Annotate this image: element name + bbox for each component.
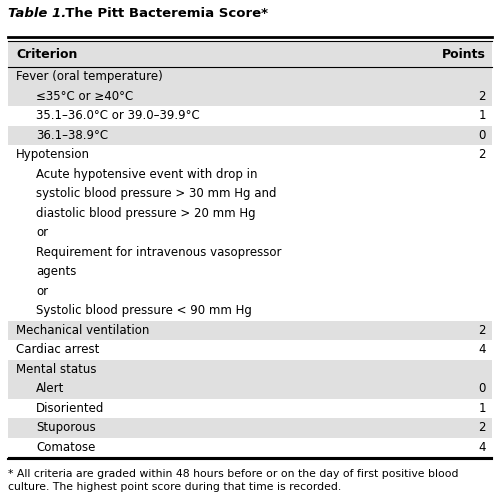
Text: 4: 4 bbox=[478, 441, 486, 454]
Text: 36.1–38.9°C: 36.1–38.9°C bbox=[36, 129, 108, 142]
Text: The Pitt Bacteremia Score*: The Pitt Bacteremia Score* bbox=[56, 7, 268, 20]
Bar bbox=[8, 360, 492, 379]
Bar bbox=[8, 321, 492, 340]
Text: Fever (oral temperature): Fever (oral temperature) bbox=[16, 70, 163, 83]
Bar bbox=[8, 67, 492, 87]
Text: 4: 4 bbox=[478, 343, 486, 356]
Text: diastolic blood pressure > 20 mm Hg: diastolic blood pressure > 20 mm Hg bbox=[36, 207, 256, 220]
Bar bbox=[8, 125, 492, 145]
Text: Stuporous: Stuporous bbox=[36, 421, 96, 434]
Text: systolic blood pressure > 30 mm Hg and: systolic blood pressure > 30 mm Hg and bbox=[36, 187, 276, 200]
Text: Cardiac arrest: Cardiac arrest bbox=[16, 343, 100, 356]
Bar bbox=[8, 418, 492, 438]
Text: ≤35°C or ≥40°C: ≤35°C or ≥40°C bbox=[36, 90, 133, 103]
Text: 1: 1 bbox=[478, 109, 486, 122]
Text: 2: 2 bbox=[478, 148, 486, 161]
Text: culture. The highest point score during that time is recorded.: culture. The highest point score during … bbox=[8, 482, 341, 492]
Text: Systolic blood pressure < 90 mm Hg: Systolic blood pressure < 90 mm Hg bbox=[36, 304, 252, 317]
Text: or: or bbox=[36, 285, 48, 298]
Text: 2: 2 bbox=[478, 90, 486, 103]
Text: Mechanical ventilation: Mechanical ventilation bbox=[16, 324, 150, 337]
Text: Table 1.: Table 1. bbox=[8, 7, 66, 20]
Text: Disoriented: Disoriented bbox=[36, 402, 104, 415]
Text: Criterion: Criterion bbox=[16, 47, 78, 60]
Bar bbox=[8, 41, 492, 67]
Text: Hypotension: Hypotension bbox=[16, 148, 90, 161]
Text: 0: 0 bbox=[478, 129, 486, 142]
Text: Comatose: Comatose bbox=[36, 441, 96, 454]
Text: Alert: Alert bbox=[36, 382, 64, 395]
Text: 2: 2 bbox=[478, 421, 486, 434]
Text: * All criteria are graded within 48 hours before or on the day of first positive: * All criteria are graded within 48 hour… bbox=[8, 469, 458, 479]
Text: 35.1–36.0°C or 39.0–39.9°C: 35.1–36.0°C or 39.0–39.9°C bbox=[36, 109, 200, 122]
Bar bbox=[8, 87, 492, 106]
Text: or: or bbox=[36, 226, 48, 239]
Text: Mental status: Mental status bbox=[16, 363, 96, 376]
Text: Acute hypotensive event with drop in: Acute hypotensive event with drop in bbox=[36, 168, 258, 181]
Bar bbox=[8, 379, 492, 398]
Text: 2: 2 bbox=[478, 324, 486, 337]
Text: 0: 0 bbox=[478, 382, 486, 395]
Text: 1: 1 bbox=[478, 402, 486, 415]
Text: Points: Points bbox=[442, 47, 486, 60]
Text: Requirement for intravenous vasopressor: Requirement for intravenous vasopressor bbox=[36, 246, 282, 259]
Text: agents: agents bbox=[36, 265, 76, 278]
